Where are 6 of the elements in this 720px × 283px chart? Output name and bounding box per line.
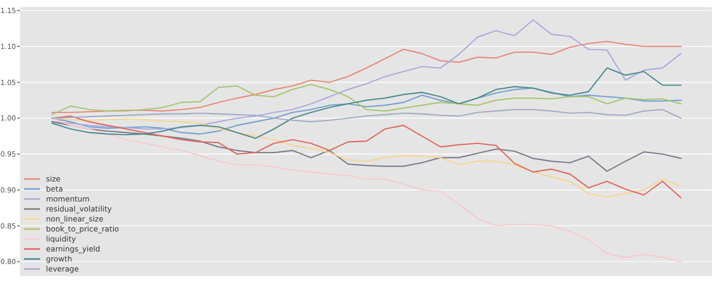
line-series	[51, 19, 682, 130]
line-series	[51, 67, 682, 139]
line-series	[51, 84, 682, 116]
line-series	[51, 121, 682, 172]
line-series	[51, 40, 682, 114]
line-series	[51, 108, 682, 122]
